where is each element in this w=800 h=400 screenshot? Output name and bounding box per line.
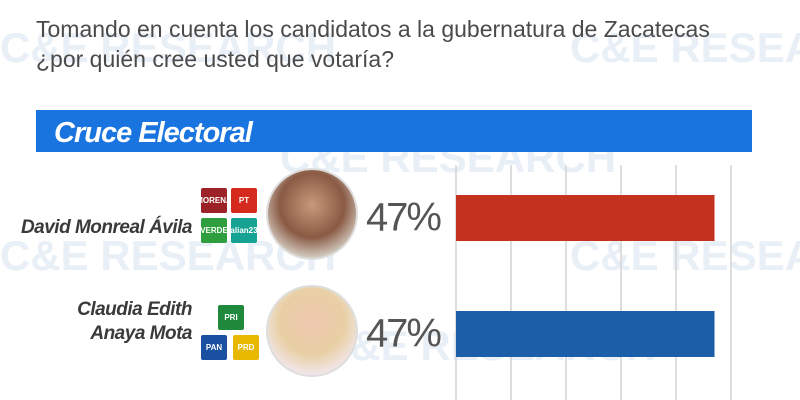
party-logo-label: PRD: [238, 343, 255, 352]
party-logo: [233, 335, 259, 360]
party-logo: [201, 188, 227, 213]
party-logo: [218, 305, 244, 330]
party-logo-label: VERDE: [200, 226, 228, 235]
watermark: C&E RESEARCH: [0, 24, 336, 71]
party-logo-label: MORENA: [196, 196, 232, 205]
banner-title: Cruce Electoral: [54, 117, 254, 149]
party-logo-label: PRI: [224, 313, 237, 322]
party-logo-label: alian23: [230, 226, 258, 235]
value-label: 47%: [366, 196, 441, 240]
bar: [456, 195, 715, 241]
category-label: Claudia Edith Anaya Mota: [77, 299, 192, 344]
party-logo: [231, 188, 257, 213]
candidate-photo: [266, 168, 358, 260]
candidate-photo: [266, 285, 358, 377]
party-logo: [201, 218, 227, 243]
category-label: David Monreal Ávila: [20, 217, 193, 238]
banner: [36, 110, 752, 152]
value-label: 47%: [366, 312, 441, 356]
bar: [456, 311, 715, 357]
chart-title: Tomando en cuenta los candidatos a la gu…: [36, 16, 710, 72]
party-logo-label: PAN: [206, 343, 223, 352]
party-logo: [231, 218, 257, 243]
watermark: C&E RESEARCH: [570, 24, 800, 71]
party-logo-label: PT: [239, 196, 249, 205]
party-logo: [201, 335, 227, 360]
